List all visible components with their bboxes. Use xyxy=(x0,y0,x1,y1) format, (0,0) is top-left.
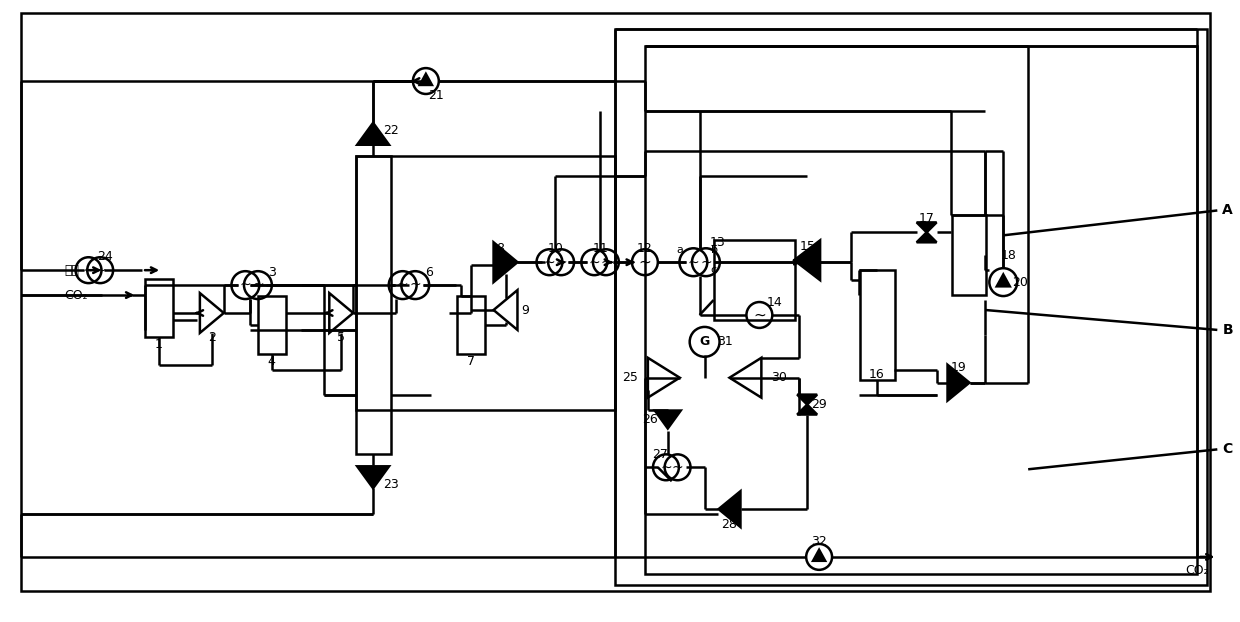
Polygon shape xyxy=(797,394,817,404)
Text: ~: ~ xyxy=(397,278,408,292)
Polygon shape xyxy=(997,274,1009,286)
Text: G: G xyxy=(699,335,709,348)
Text: CO₂: CO₂ xyxy=(64,289,88,302)
Polygon shape xyxy=(357,123,389,145)
Text: 17: 17 xyxy=(919,212,935,225)
Text: 4: 4 xyxy=(268,355,275,368)
Text: 10: 10 xyxy=(547,242,563,255)
Polygon shape xyxy=(494,243,517,282)
Text: A: A xyxy=(1223,203,1233,218)
Text: 26: 26 xyxy=(642,413,657,426)
Text: 14: 14 xyxy=(766,295,782,309)
Text: 15: 15 xyxy=(800,240,815,253)
Text: ~: ~ xyxy=(543,255,556,269)
Text: 18: 18 xyxy=(1001,249,1017,262)
Text: ~: ~ xyxy=(701,255,712,269)
Text: CO₂: CO₂ xyxy=(1185,564,1209,577)
Polygon shape xyxy=(916,223,936,233)
Text: ~: ~ xyxy=(556,255,567,269)
Text: 31: 31 xyxy=(717,335,733,348)
Bar xyxy=(145,279,174,337)
Text: B: B xyxy=(1223,323,1233,337)
Text: ~: ~ xyxy=(83,263,94,277)
Text: ~: ~ xyxy=(687,255,699,269)
Bar xyxy=(258,296,285,354)
Text: 12: 12 xyxy=(637,242,652,255)
Text: ~: ~ xyxy=(660,460,672,475)
Text: 8: 8 xyxy=(496,242,505,255)
Bar xyxy=(356,156,615,409)
Text: 29: 29 xyxy=(811,398,827,411)
Text: 25: 25 xyxy=(622,371,637,384)
Text: 11: 11 xyxy=(593,242,608,255)
Text: 22: 22 xyxy=(383,124,399,137)
Text: ~: ~ xyxy=(672,460,683,475)
Polygon shape xyxy=(718,491,740,527)
Text: 28: 28 xyxy=(722,518,738,531)
Polygon shape xyxy=(947,364,970,401)
Bar xyxy=(859,270,895,379)
Text: 32: 32 xyxy=(811,536,827,549)
Text: ~: ~ xyxy=(753,307,766,322)
Text: 6: 6 xyxy=(425,266,433,279)
Polygon shape xyxy=(916,233,936,243)
Text: 21: 21 xyxy=(428,90,444,103)
Text: 19: 19 xyxy=(951,361,966,374)
Text: b: b xyxy=(711,245,718,255)
Text: ~: ~ xyxy=(252,278,264,292)
Bar xyxy=(356,156,391,454)
Polygon shape xyxy=(655,411,681,429)
Text: 30: 30 xyxy=(771,371,787,384)
Polygon shape xyxy=(813,550,825,561)
Polygon shape xyxy=(794,240,820,280)
Text: ~: ~ xyxy=(589,255,600,269)
Polygon shape xyxy=(420,74,432,85)
Polygon shape xyxy=(797,404,817,414)
Text: 3: 3 xyxy=(268,266,275,279)
Text: 16: 16 xyxy=(869,368,884,381)
Text: 20: 20 xyxy=(1012,276,1028,289)
Bar xyxy=(713,240,795,320)
Bar xyxy=(951,215,986,295)
Text: C: C xyxy=(1223,442,1233,457)
Text: 13: 13 xyxy=(709,236,725,249)
Bar xyxy=(615,29,1208,585)
Text: 23: 23 xyxy=(383,478,399,491)
Text: ~: ~ xyxy=(409,278,422,292)
Text: 7: 7 xyxy=(466,355,475,368)
Bar xyxy=(456,296,485,354)
Text: a: a xyxy=(676,245,683,255)
Text: ~: ~ xyxy=(94,263,105,277)
Text: 27: 27 xyxy=(652,448,668,461)
Text: ~: ~ xyxy=(600,255,611,269)
Text: ~: ~ xyxy=(239,278,252,292)
Text: 1: 1 xyxy=(155,338,162,351)
Text: c: c xyxy=(711,265,717,275)
Polygon shape xyxy=(357,466,389,488)
Text: 9: 9 xyxy=(522,304,529,317)
Text: 余热: 余热 xyxy=(64,264,79,277)
Bar xyxy=(645,46,1198,574)
Text: 5: 5 xyxy=(337,332,345,345)
Text: ~: ~ xyxy=(639,255,651,270)
Text: 24: 24 xyxy=(98,250,113,262)
Text: 2: 2 xyxy=(208,332,216,345)
